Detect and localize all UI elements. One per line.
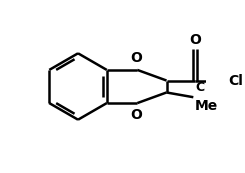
Text: O: O <box>189 33 201 47</box>
Text: C: C <box>196 81 205 94</box>
Text: Me: Me <box>195 99 218 113</box>
Text: Cl: Cl <box>228 74 243 88</box>
Text: O: O <box>131 108 143 122</box>
Text: O: O <box>131 51 143 65</box>
